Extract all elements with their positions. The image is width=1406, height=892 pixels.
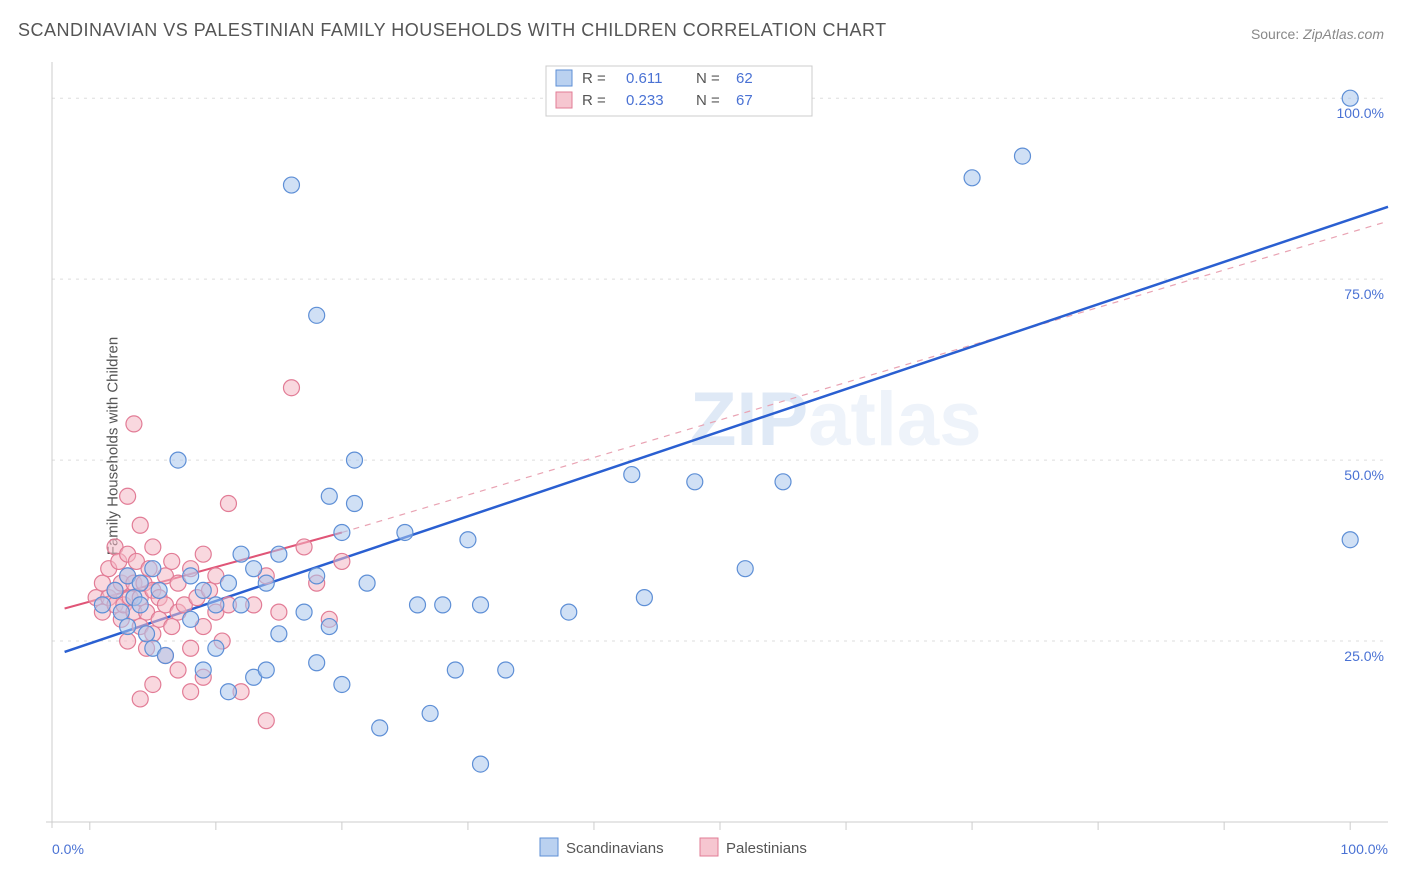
svg-text:50.0%: 50.0% [1344, 467, 1384, 483]
svg-text:Scandinavians: Scandinavians [566, 840, 664, 857]
svg-text:0.0%: 0.0% [52, 841, 84, 857]
svg-text:R =: R = [582, 70, 606, 87]
svg-text:67: 67 [736, 92, 753, 109]
correlation-scatter-chart: ZIPatlas 0.0% 100.0% 25.0% 50.0% 75.0% 100.0% R… [0, 0, 1406, 892]
svg-text:N =: N = [696, 92, 720, 109]
svg-text:100.0%: 100.0% [1337, 105, 1384, 121]
svg-text:100.0%: 100.0% [1341, 841, 1388, 857]
svg-text:Palestinians: Palestinians [726, 840, 807, 857]
svg-text:ZIPatlas: ZIPatlas [690, 377, 981, 462]
svg-text:62: 62 [736, 70, 753, 87]
svg-text:N =: N = [696, 70, 720, 87]
svg-text:75.0%: 75.0% [1344, 286, 1384, 302]
svg-text:0.233: 0.233 [626, 92, 664, 109]
svg-text:R =: R = [582, 92, 606, 109]
svg-text:25.0%: 25.0% [1344, 648, 1384, 664]
svg-text:0.611: 0.611 [626, 70, 662, 87]
